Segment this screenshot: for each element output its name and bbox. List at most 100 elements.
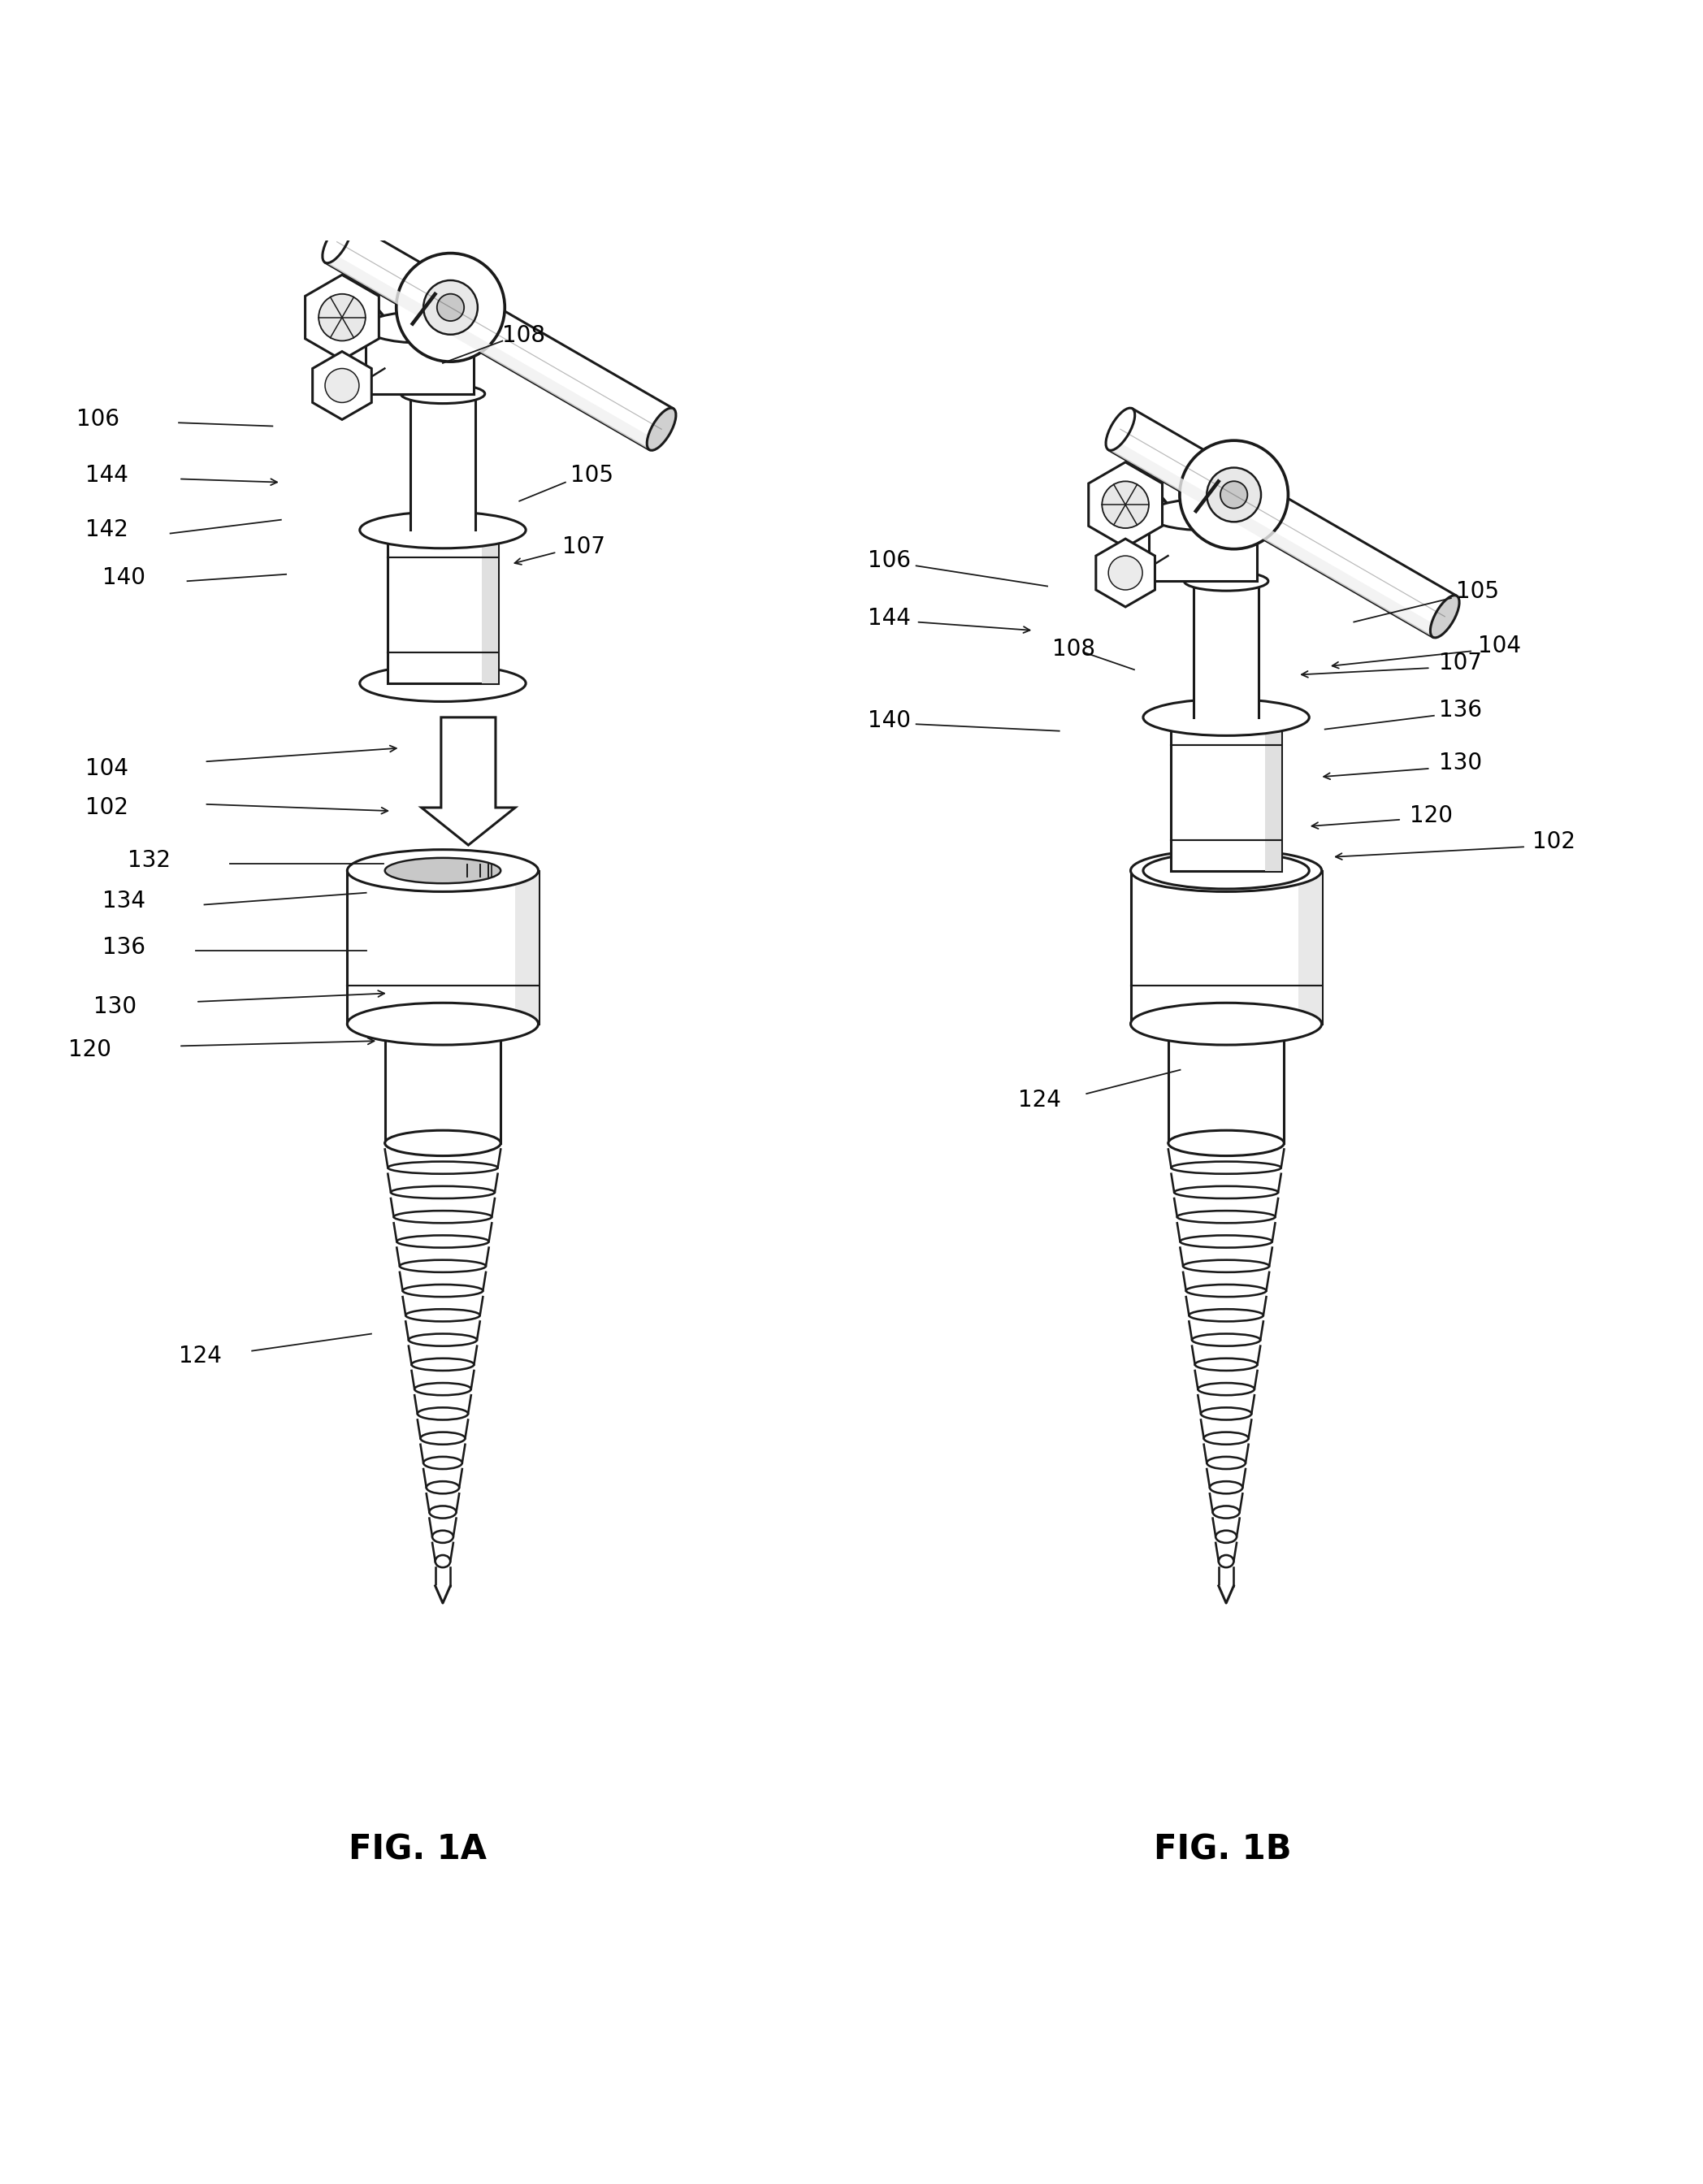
FancyBboxPatch shape <box>1299 871 1322 1024</box>
Text: 130: 130 <box>94 996 136 1018</box>
Ellipse shape <box>1180 441 1287 548</box>
Ellipse shape <box>322 221 351 262</box>
Polygon shape <box>436 1586 450 1603</box>
Ellipse shape <box>385 1138 501 1149</box>
FancyBboxPatch shape <box>1265 716 1281 871</box>
Ellipse shape <box>1207 1457 1245 1470</box>
Ellipse shape <box>1204 1433 1248 1444</box>
Ellipse shape <box>421 1433 465 1444</box>
Ellipse shape <box>1201 1406 1252 1420</box>
Polygon shape <box>366 328 473 393</box>
Ellipse shape <box>409 1334 477 1345</box>
Polygon shape <box>1168 1024 1284 1142</box>
Ellipse shape <box>1185 1284 1267 1297</box>
Polygon shape <box>1109 408 1456 638</box>
Ellipse shape <box>1196 1358 1257 1372</box>
FancyBboxPatch shape <box>1131 871 1322 1024</box>
Text: 132: 132 <box>128 850 170 871</box>
Ellipse shape <box>1216 1531 1236 1542</box>
FancyBboxPatch shape <box>482 531 497 684</box>
Ellipse shape <box>1143 852 1310 889</box>
Circle shape <box>325 369 359 402</box>
Ellipse shape <box>1219 1555 1233 1568</box>
Ellipse shape <box>417 1406 468 1420</box>
Ellipse shape <box>1180 1236 1272 1247</box>
Ellipse shape <box>424 1457 462 1470</box>
Ellipse shape <box>1148 500 1257 531</box>
Text: 106: 106 <box>869 550 911 572</box>
Ellipse shape <box>364 312 473 343</box>
Ellipse shape <box>426 1481 460 1494</box>
Ellipse shape <box>402 1284 484 1297</box>
Ellipse shape <box>1213 1507 1240 1518</box>
Ellipse shape <box>393 1210 492 1223</box>
Ellipse shape <box>405 1308 480 1321</box>
Text: FIG. 1A: FIG. 1A <box>347 1832 487 1867</box>
Text: 102: 102 <box>85 797 128 819</box>
Ellipse shape <box>1431 596 1459 638</box>
Polygon shape <box>325 251 656 450</box>
Polygon shape <box>1088 463 1163 548</box>
Text: 136: 136 <box>102 937 145 959</box>
Ellipse shape <box>433 1531 453 1542</box>
Text: 120: 120 <box>1410 804 1453 828</box>
Text: 105: 105 <box>571 465 613 487</box>
Ellipse shape <box>359 511 526 548</box>
Ellipse shape <box>1184 1260 1269 1273</box>
Ellipse shape <box>1173 1186 1279 1199</box>
Polygon shape <box>325 221 673 450</box>
Ellipse shape <box>412 1358 473 1372</box>
Ellipse shape <box>647 408 676 450</box>
Text: 104: 104 <box>1478 633 1521 657</box>
Ellipse shape <box>1143 699 1310 736</box>
Ellipse shape <box>347 850 538 891</box>
Ellipse shape <box>1131 850 1322 891</box>
Ellipse shape <box>1207 467 1260 522</box>
Ellipse shape <box>400 384 485 404</box>
Ellipse shape <box>424 280 477 334</box>
Ellipse shape <box>1131 1002 1322 1044</box>
Circle shape <box>1109 555 1143 590</box>
Text: 124: 124 <box>179 1345 221 1367</box>
Text: 102: 102 <box>1533 830 1575 854</box>
Text: 144: 144 <box>85 465 128 487</box>
Polygon shape <box>422 716 516 845</box>
Ellipse shape <box>436 1555 450 1568</box>
Ellipse shape <box>397 253 504 363</box>
Ellipse shape <box>429 1507 456 1518</box>
Text: 130: 130 <box>1439 751 1482 775</box>
Ellipse shape <box>1184 572 1269 592</box>
Polygon shape <box>1097 539 1155 607</box>
Text: 120: 120 <box>68 1037 111 1061</box>
Text: 107: 107 <box>1439 651 1482 675</box>
Polygon shape <box>410 393 475 531</box>
Circle shape <box>1221 480 1248 509</box>
Ellipse shape <box>397 1236 489 1247</box>
Ellipse shape <box>1105 408 1134 450</box>
Text: 107: 107 <box>562 535 605 559</box>
Text: 142: 142 <box>85 518 128 542</box>
Polygon shape <box>1109 439 1439 638</box>
Text: 124: 124 <box>1018 1090 1061 1112</box>
Ellipse shape <box>1192 1334 1260 1345</box>
Ellipse shape <box>1168 1138 1284 1149</box>
Ellipse shape <box>359 664 526 701</box>
Ellipse shape <box>1197 1382 1255 1396</box>
Polygon shape <box>1148 515 1257 581</box>
Text: 104: 104 <box>85 758 128 780</box>
Circle shape <box>318 295 366 341</box>
Ellipse shape <box>400 1260 485 1273</box>
Text: 108: 108 <box>502 325 545 347</box>
Text: 105: 105 <box>1456 581 1499 603</box>
FancyBboxPatch shape <box>1172 716 1281 871</box>
FancyBboxPatch shape <box>347 871 538 1024</box>
Text: 108: 108 <box>1052 638 1095 660</box>
Ellipse shape <box>414 1382 472 1396</box>
Circle shape <box>1102 480 1150 529</box>
Polygon shape <box>1194 581 1259 716</box>
Text: 140: 140 <box>102 566 145 590</box>
Polygon shape <box>1219 1586 1233 1603</box>
Polygon shape <box>313 352 371 419</box>
Text: 144: 144 <box>869 607 911 629</box>
Text: 136: 136 <box>1439 699 1482 723</box>
